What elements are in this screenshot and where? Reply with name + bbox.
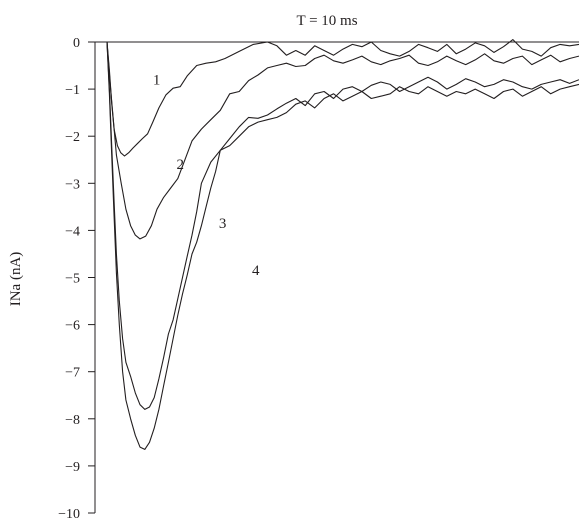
curve-labels: 1 2 3 4 [153, 72, 260, 279]
y-tick-label: −5 [65, 272, 80, 287]
y-tick-label: −9 [65, 460, 80, 475]
series-line-1 [106, 39, 579, 157]
curve-label-2: 2 [176, 157, 184, 173]
y-axis-label: INa (nA) [8, 252, 24, 307]
y-ticks: 0 −1 −2 −3 −4 −5 −6 −7 −8 −9 −10 [58, 36, 95, 519]
y-tick-label: −6 [65, 319, 80, 334]
y-tick-label: −2 [65, 130, 80, 145]
traces [106, 39, 579, 450]
series-line-4 [106, 41, 579, 450]
curve-label-1: 1 [153, 72, 161, 88]
y-tick-label: −10 [58, 507, 80, 519]
y-tick-label: −8 [65, 413, 80, 428]
y-tick-label: −1 [65, 83, 80, 98]
y-tick-label: −4 [65, 224, 80, 239]
series-line-3 [106, 41, 579, 410]
series-line-2 [106, 41, 579, 240]
curve-label-3: 3 [219, 216, 227, 232]
curve-label-4: 4 [252, 263, 260, 279]
y-tick-label: 0 [73, 36, 80, 51]
y-tick-label: −3 [65, 177, 80, 192]
chart-title: T = 10 ms [296, 13, 357, 29]
y-tick-label: −7 [65, 366, 80, 381]
